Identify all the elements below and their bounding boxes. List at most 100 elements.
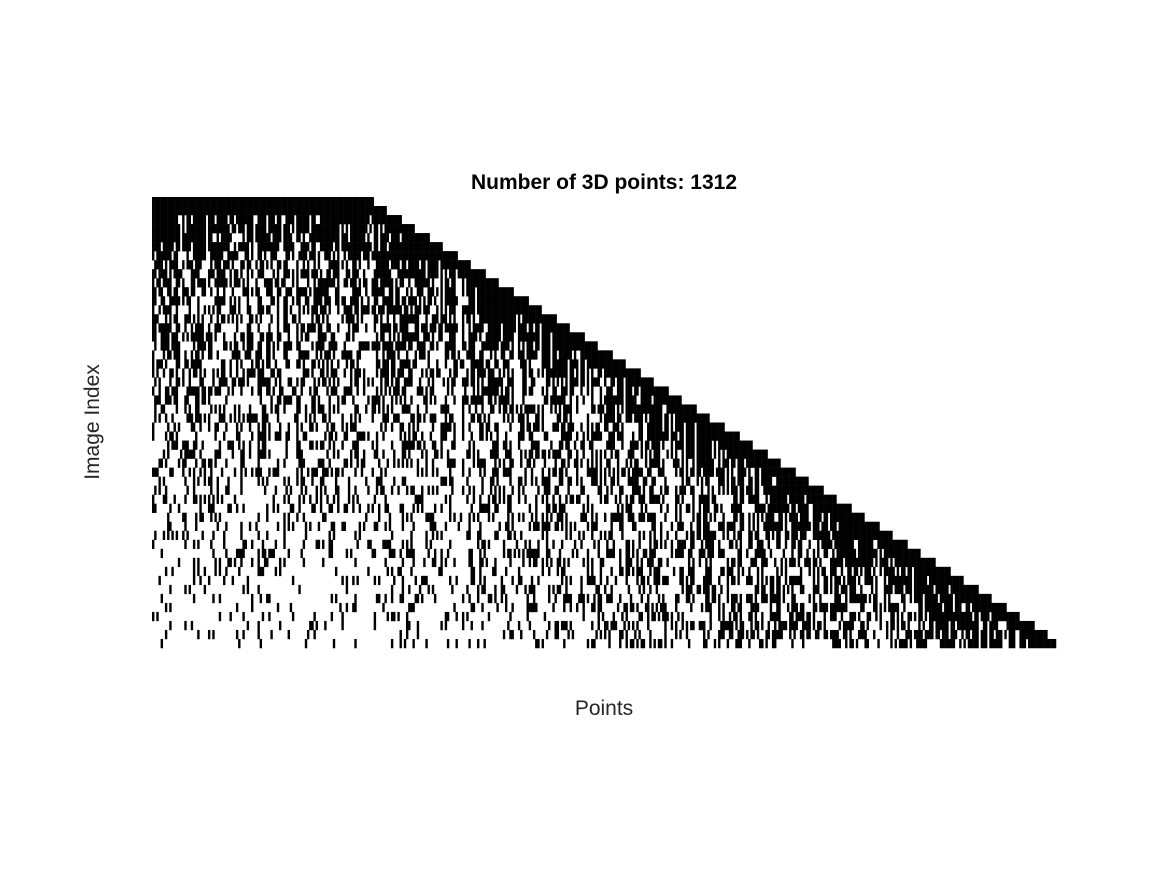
matrix-cell [221,197,223,206]
matrix-cell [257,450,259,459]
matrix-cell [176,323,178,332]
matrix-cell [757,477,759,486]
matrix-cell [365,341,367,350]
matrix-cell [617,386,619,395]
matrix-cell [350,224,352,233]
matrix-cell [565,350,567,359]
matrix-cell [169,260,171,269]
matrix-cell [699,459,701,468]
matrix-cell [802,504,804,513]
matrix-cell [531,368,533,377]
matrix-cell [462,314,464,323]
matrix-cell [191,413,193,422]
matrix-cell [492,314,494,323]
matrix-cell [167,278,169,287]
matrix-cell [270,242,272,251]
matrix-cell [262,450,264,459]
matrix-cell [268,224,270,233]
matrix-cell [387,224,389,233]
matrix-cell [406,305,408,314]
matrix-cell [419,296,421,305]
matrix-cell [563,350,565,359]
matrix-cell [499,305,501,314]
matrix-cell [423,278,425,287]
matrix-cell [593,522,595,531]
matrix-cell [378,269,380,278]
matrix-cell [410,368,412,377]
matrix-cell [570,377,572,386]
matrix-cell [451,269,453,278]
matrix-cell [279,368,281,377]
matrix-cell [333,350,335,359]
matrix-cell [387,278,389,287]
matrix-cell [410,287,412,296]
matrix-cell [555,341,557,350]
matrix-cell [785,558,787,567]
matrix-cell [296,359,298,368]
matrix-cell [404,477,406,486]
matrix-cell [561,576,563,585]
matrix-cell [352,314,354,323]
matrix-cell [774,504,776,513]
matrix-cell [384,558,386,567]
matrix-cell [839,513,841,522]
matrix-cell [341,522,343,531]
matrix-cell [800,531,802,540]
matrix-cell [329,323,331,332]
matrix-cell [481,314,483,323]
matrix-cell [527,459,529,468]
matrix-cell [561,350,563,359]
matrix-cell [430,296,432,305]
matrix-cell [313,377,315,386]
matrix-cell [753,450,755,459]
matrix-cell [229,296,231,305]
matrix-cell [634,522,636,531]
matrix-cell [518,513,520,522]
matrix-cell [189,197,191,206]
matrix-cell [236,206,238,215]
matrix-cell [496,386,498,395]
matrix-cell [524,296,526,305]
matrix-cell [189,413,191,422]
matrix-cell [242,287,244,296]
matrix-cell [255,522,257,531]
matrix-cell [740,495,742,504]
matrix-cell [242,450,244,459]
matrix-cell [759,450,761,459]
matrix-cell [826,549,828,558]
matrix-cell [585,350,587,359]
matrix-cell [804,477,806,486]
matrix-cell [341,576,343,585]
matrix-cell [240,206,242,215]
matrix-cell [391,305,393,314]
matrix-cell [189,224,191,233]
matrix-cell [440,504,442,513]
matrix-cell [548,450,550,459]
matrix-cell [720,504,722,513]
matrix-cell [402,386,404,395]
matrix-cell [283,305,285,314]
matrix-cell [475,332,477,341]
matrix-cell [735,450,737,459]
matrix-cell [389,332,391,341]
matrix-cell [202,224,204,233]
matrix-cell [372,251,374,260]
matrix-cell [171,197,173,206]
matrix-cell [626,495,628,504]
matrix-cell [733,459,735,468]
matrix-cell [559,549,561,558]
matrix-cell [770,486,772,495]
matrix-cell [856,522,858,531]
matrix-cell [503,395,505,404]
matrix-cell [283,522,285,531]
matrix-cell [195,242,197,251]
matrix-cell [262,260,264,269]
matrix-cell [210,269,212,278]
matrix-cell [365,404,367,413]
matrix-cell [473,377,475,386]
matrix-cell [423,576,425,585]
matrix-cell [595,513,597,522]
matrix-cell [772,513,774,522]
matrix-cell [565,386,567,395]
matrix-cell [378,359,380,368]
